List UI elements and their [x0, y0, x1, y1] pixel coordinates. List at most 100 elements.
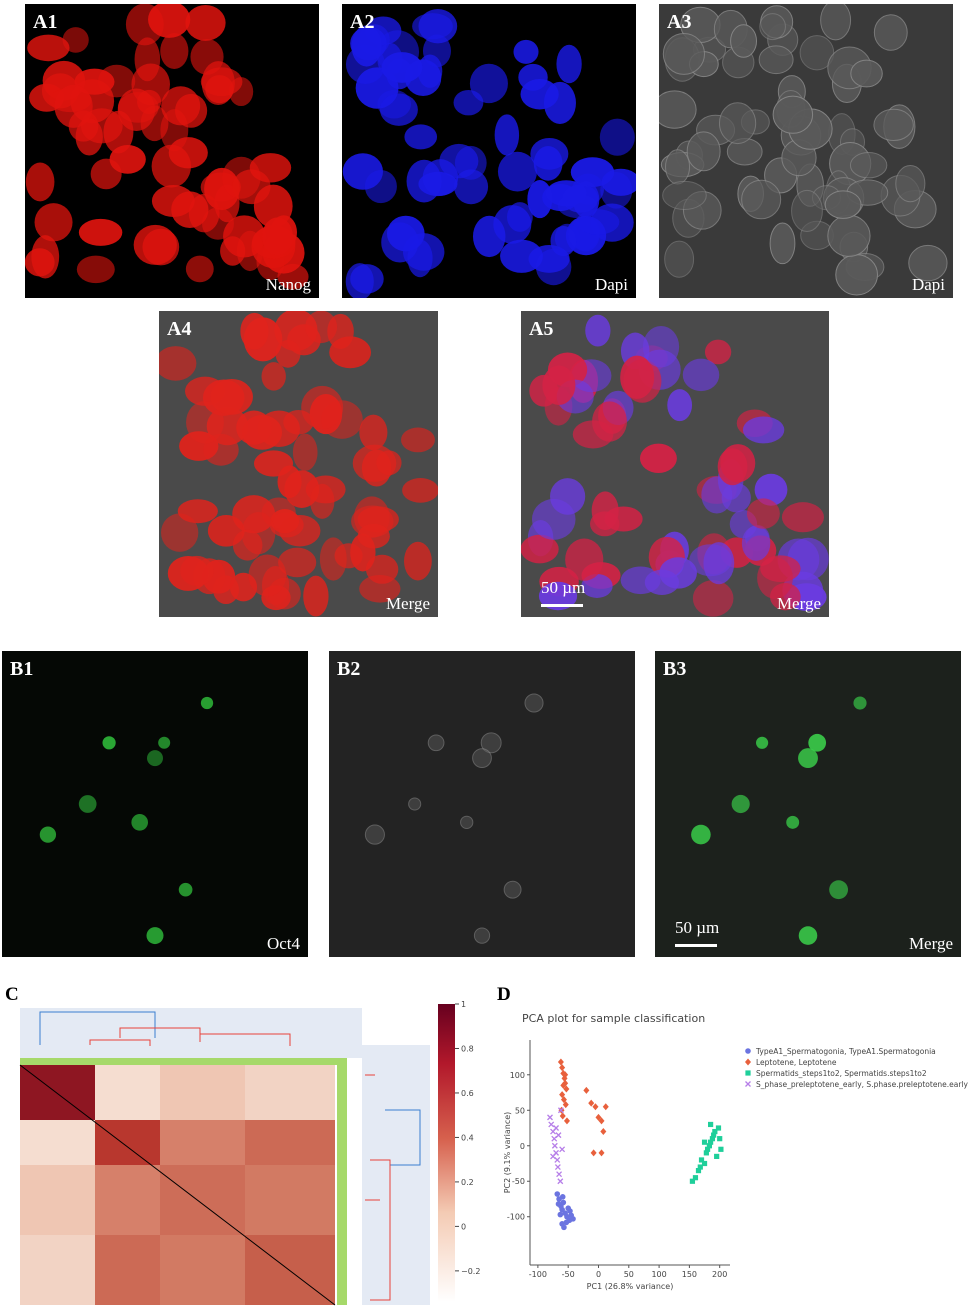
x-tick-label: 50	[624, 1270, 634, 1279]
cell	[236, 410, 272, 445]
cell	[27, 34, 70, 62]
heatmap-block	[20, 1120, 95, 1165]
cell	[599, 118, 635, 156]
scale-bar-label: 50 µm	[541, 578, 585, 597]
x-tick-label: 100	[651, 1270, 666, 1279]
cell	[178, 882, 193, 897]
dendrogram-bg	[20, 1008, 362, 1058]
cell	[453, 169, 489, 205]
cell	[364, 824, 385, 845]
cell	[524, 693, 544, 713]
cell	[849, 152, 888, 179]
heatmap-block	[245, 1065, 335, 1120]
legend-marker	[745, 1081, 751, 1087]
colorbar-tick-label: 0.2	[461, 1178, 474, 1187]
cell	[873, 14, 908, 51]
cell	[31, 235, 60, 279]
x-tick-label: 200	[712, 1270, 727, 1279]
image-background	[2, 651, 308, 957]
cell	[469, 63, 508, 104]
cell	[262, 217, 293, 256]
cell	[200, 696, 214, 710]
point	[548, 1121, 555, 1128]
cell	[305, 311, 338, 344]
cell	[664, 240, 695, 278]
legend-label: Spermatids_steps1to2, Spermatids.steps1t…	[756, 1069, 927, 1078]
cell	[402, 478, 438, 503]
cell	[175, 93, 208, 128]
cell	[379, 93, 418, 126]
cell	[662, 180, 707, 210]
cell	[329, 336, 372, 369]
point	[562, 1101, 569, 1109]
cell	[158, 736, 171, 749]
cell	[418, 171, 458, 197]
panel-label: A2	[350, 11, 374, 33]
heatmap-block	[95, 1120, 160, 1165]
cell	[691, 824, 711, 845]
cell	[210, 378, 253, 415]
cell	[319, 537, 347, 581]
cell	[301, 385, 344, 430]
chart-title: PCA plot for sample classification	[522, 1012, 705, 1025]
point	[598, 1149, 605, 1157]
scale-bar	[541, 604, 583, 607]
point	[570, 1216, 576, 1222]
cell	[131, 814, 149, 831]
cell	[472, 748, 492, 768]
y-tick-label: 0	[520, 1142, 525, 1151]
point	[550, 1153, 556, 1160]
point	[590, 1149, 597, 1157]
point	[560, 1096, 567, 1104]
cell	[533, 146, 563, 181]
point	[588, 1099, 595, 1107]
cell	[376, 450, 402, 476]
point	[547, 1114, 553, 1121]
cell	[704, 339, 732, 365]
cell	[518, 63, 548, 91]
point	[718, 1146, 724, 1152]
dendrogram	[385, 1109, 421, 1166]
cell	[772, 95, 814, 134]
cell	[556, 44, 582, 84]
cell	[186, 401, 224, 444]
panel-caption: Dapi	[595, 275, 628, 294]
cell	[850, 59, 883, 88]
cell	[500, 239, 543, 273]
point	[701, 1139, 708, 1145]
micrograph	[342, 4, 636, 298]
cell	[303, 575, 329, 617]
cell	[692, 580, 734, 617]
cell	[278, 547, 317, 578]
point	[602, 1103, 609, 1111]
point	[689, 1178, 696, 1184]
heatmap-block	[20, 1235, 95, 1305]
point	[708, 1121, 714, 1128]
panel-caption: Merge	[777, 594, 821, 613]
colorbar-tick-label: 1	[461, 1000, 466, 1009]
cell	[412, 13, 453, 40]
point	[717, 1136, 723, 1142]
cluster-bar	[337, 1065, 347, 1305]
point	[708, 1139, 714, 1145]
point	[559, 1064, 566, 1072]
cell	[542, 365, 576, 405]
dendrogram	[89, 1027, 291, 1046]
cell	[703, 542, 735, 585]
cell	[756, 736, 769, 749]
point	[553, 1125, 560, 1131]
cell	[292, 433, 318, 471]
cell	[642, 325, 680, 368]
panel-label: A4	[167, 318, 191, 340]
cell	[769, 222, 796, 265]
cell	[623, 359, 662, 403]
cell	[601, 168, 636, 196]
point	[559, 1146, 566, 1153]
cell	[531, 498, 576, 540]
cell	[240, 312, 269, 350]
y-tick-label: -50	[512, 1177, 525, 1186]
point	[562, 1071, 569, 1079]
scale-bar	[675, 944, 717, 947]
cell	[820, 4, 852, 41]
